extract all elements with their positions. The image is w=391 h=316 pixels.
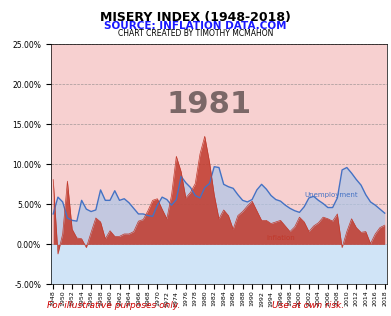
Text: Inflation: Inflation bbox=[266, 235, 295, 241]
Text: Use at own risk.: Use at own risk. bbox=[272, 301, 344, 310]
Text: Unemployment: Unemployment bbox=[304, 192, 358, 198]
Text: SOURCE: INFLATION DATA.COM: SOURCE: INFLATION DATA.COM bbox=[104, 21, 287, 31]
Text: MISERY INDEX (1948-2018): MISERY INDEX (1948-2018) bbox=[100, 11, 291, 24]
Text: CHART CREATED BY TIMOTHY MCMAHON: CHART CREATED BY TIMOTHY MCMAHON bbox=[118, 29, 273, 38]
Bar bbox=[51, 244, 387, 284]
Text: 1981: 1981 bbox=[167, 90, 252, 119]
Text: For illustrative purposes only.: For illustrative purposes only. bbox=[47, 301, 180, 310]
Bar bbox=[51, 44, 387, 244]
